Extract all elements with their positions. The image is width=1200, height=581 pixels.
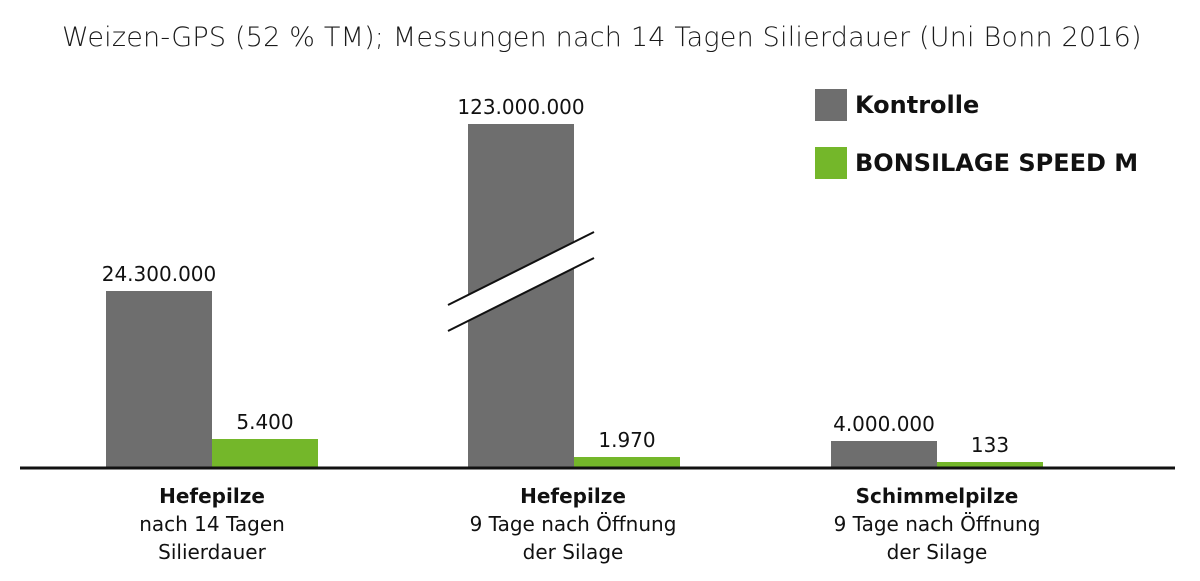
chart-title: Weizen-GPS (52 % TM); Messungen nach 14 …: [62, 22, 1142, 53]
data-label: 123.000.000: [457, 95, 584, 119]
data-label: 5.400: [236, 410, 293, 434]
data-label: 1.970: [598, 428, 655, 452]
bar: [574, 457, 680, 468]
legend-swatch-kontrolle: [815, 89, 847, 121]
bar: [212, 439, 318, 468]
axis-break-gap: [448, 232, 594, 331]
legend-item-bonsilage: BONSILAGE SPEED M: [815, 144, 1138, 182]
bar: [106, 291, 212, 468]
data-label: 24.300.000: [102, 262, 217, 286]
category-label-3: Schimmelpilze 9 Tage nach Öffnung der Si…: [807, 482, 1067, 566]
legend-swatch-bonsilage: [815, 147, 847, 179]
category-subtitle: Silierdauer: [158, 540, 266, 564]
data-label: 133: [971, 433, 1009, 457]
legend-label: Kontrolle: [855, 91, 980, 119]
category-title: Hefepilze: [520, 484, 626, 508]
category-title: Hefepilze: [159, 484, 265, 508]
axis-break-line: [447, 257, 595, 332]
category-subtitle: der Silage: [886, 540, 988, 564]
axis-break-line: [447, 231, 595, 306]
bar: [937, 462, 1043, 468]
category-title: Schimmelpilze: [855, 484, 1019, 508]
category-subtitle: 9 Tage nach Öffnung: [469, 512, 677, 536]
bar: [831, 441, 937, 468]
category-label-2: Hefepilze 9 Tage nach Öffnung der Silage: [443, 482, 703, 566]
category-subtitle: 9 Tage nach Öffnung: [833, 512, 1041, 536]
category-subtitle: nach 14 Tagen: [139, 512, 285, 536]
legend-label: BONSILAGE SPEED M: [855, 149, 1139, 177]
data-label: 4.000.000: [833, 412, 935, 436]
category-label-1: Hefepilze nach 14 Tagen Silierdauer: [82, 482, 342, 566]
legend-item-kontrolle: Kontrolle: [815, 86, 1138, 124]
category-subtitle: der Silage: [522, 540, 624, 564]
chart-legend: Kontrolle BONSILAGE SPEED M: [815, 86, 1138, 202]
